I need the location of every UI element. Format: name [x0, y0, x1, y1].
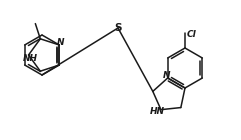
Text: N: N	[163, 71, 170, 80]
Text: HN: HN	[149, 107, 164, 116]
Text: Cl: Cl	[187, 30, 197, 38]
Text: N: N	[57, 38, 64, 46]
Text: S: S	[114, 23, 122, 33]
Text: NH: NH	[23, 53, 38, 62]
